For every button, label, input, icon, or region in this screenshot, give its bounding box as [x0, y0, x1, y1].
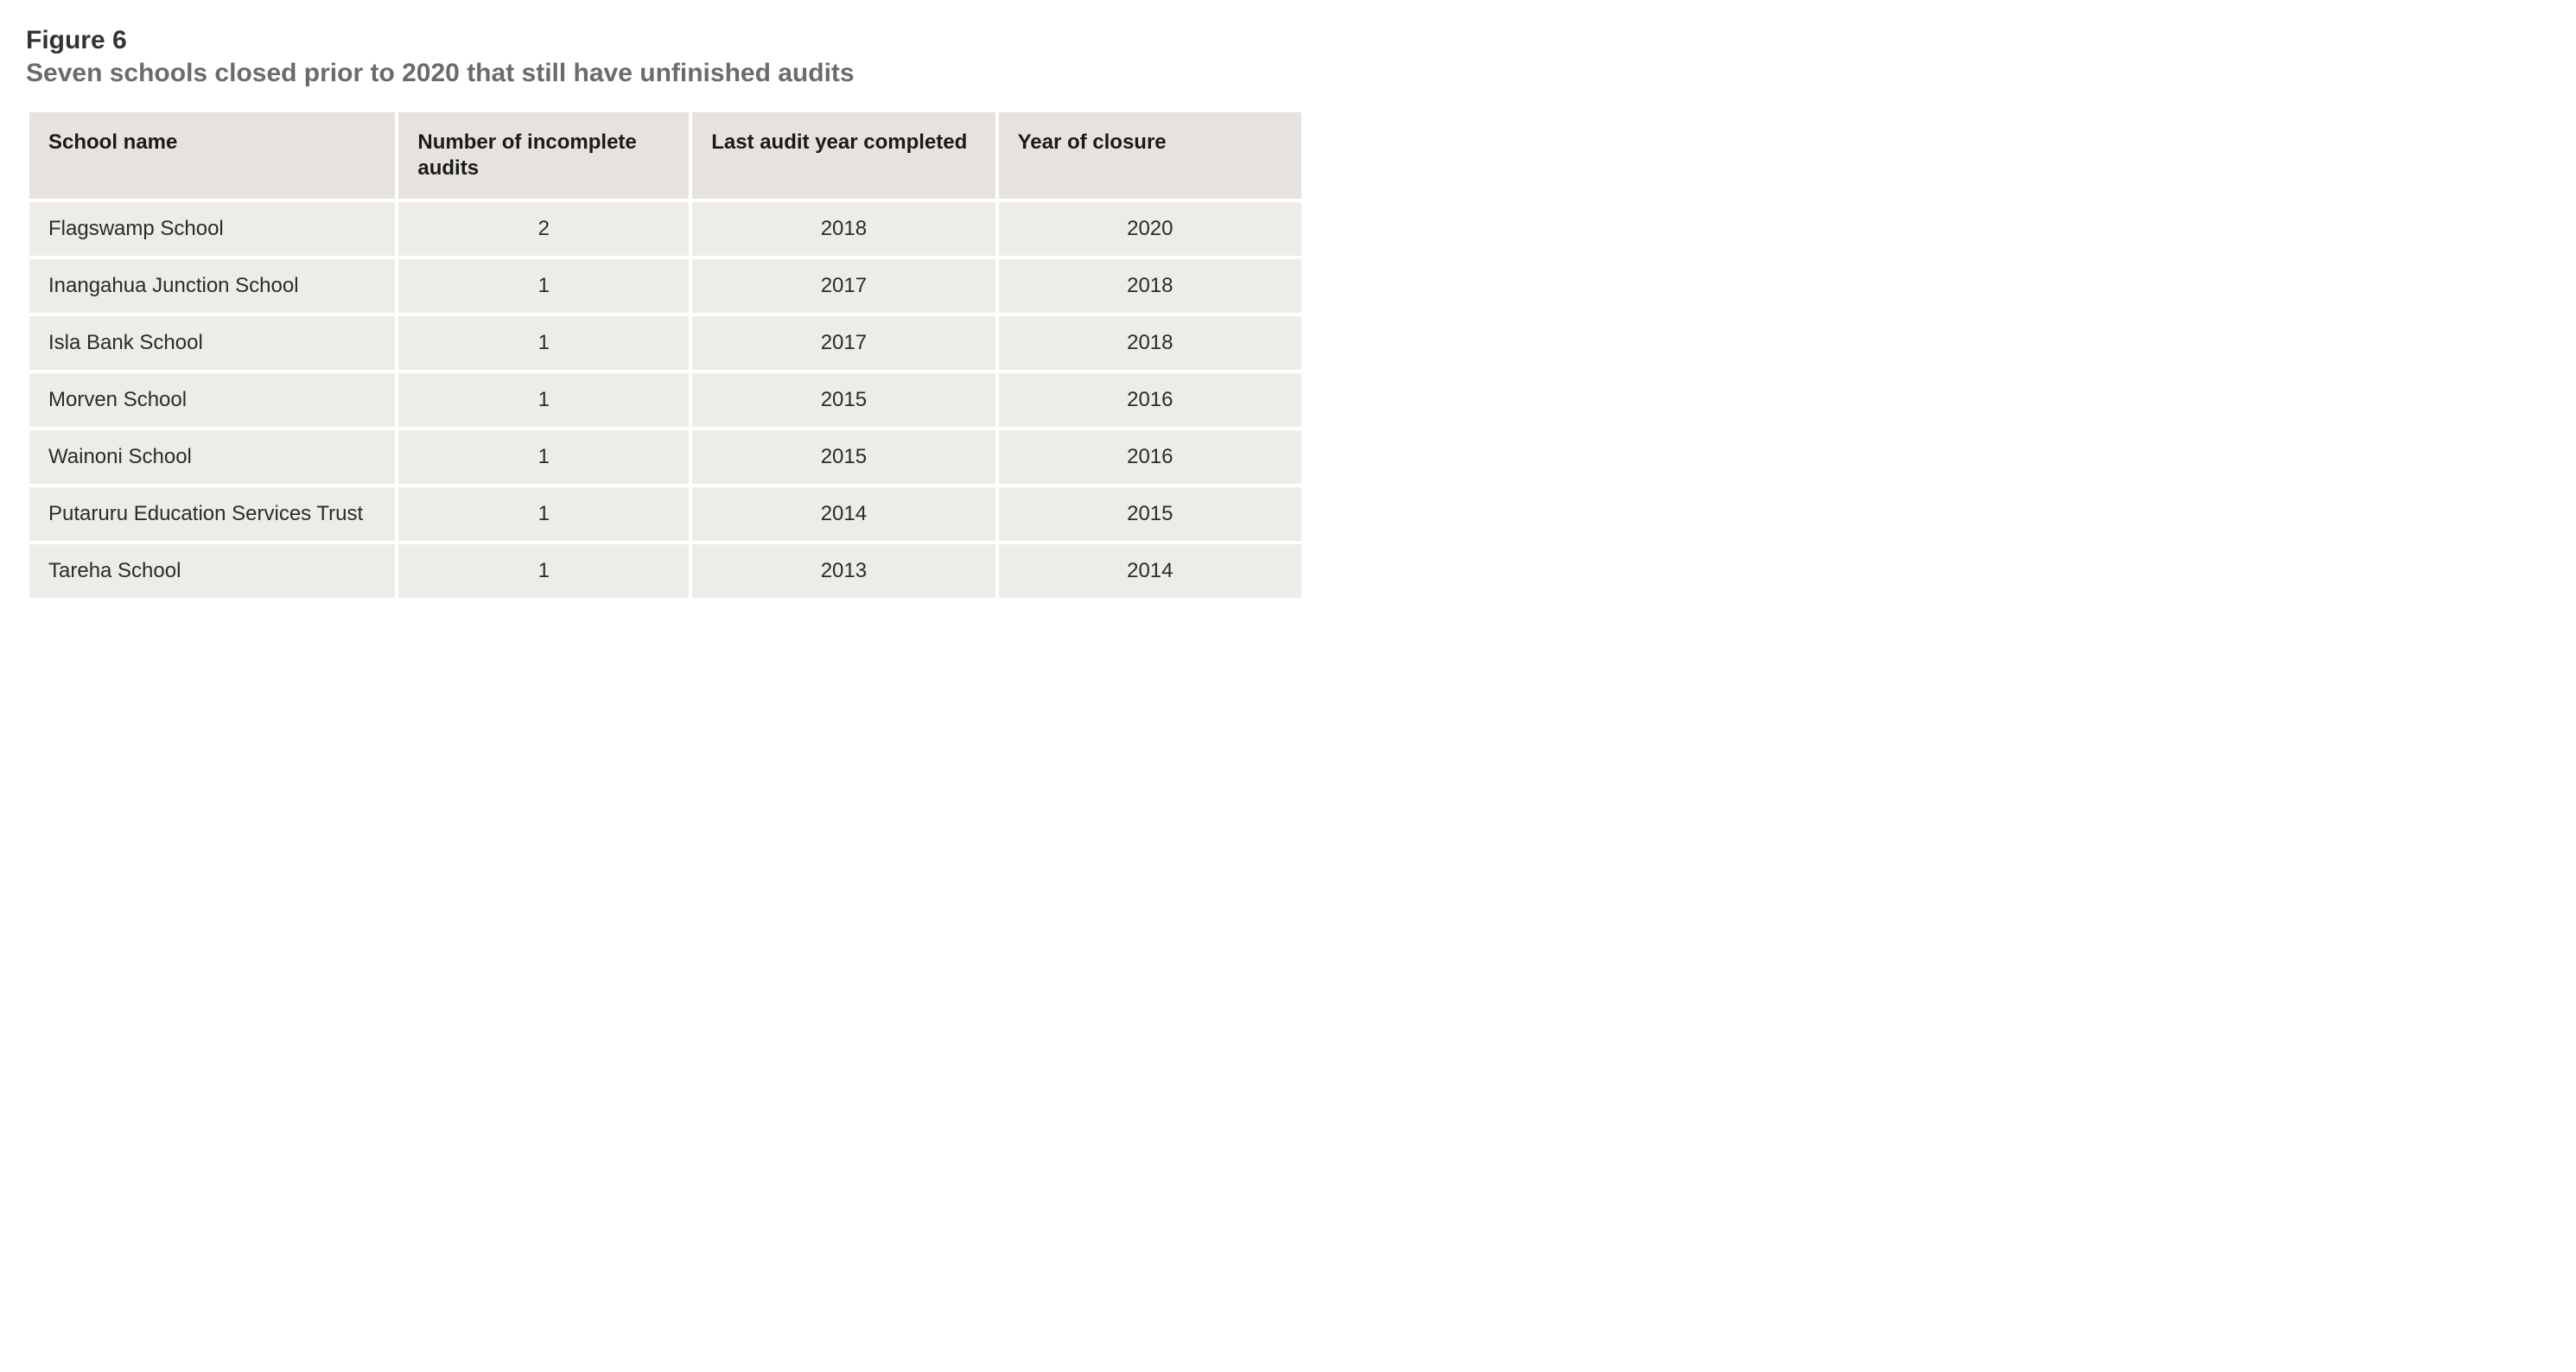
col-header-year-closure: Year of closure: [999, 112, 1301, 199]
table-body: Flagswamp School 2 2018 2020 Inangahua J…: [29, 202, 1301, 598]
cell-incomplete: 1: [398, 487, 689, 541]
table-row: Wainoni School 1 2015 2016: [29, 430, 1301, 484]
table-header-row: School name Number of incomplete audits …: [29, 112, 1301, 199]
table-row: Inangahua Junction School 1 2017 2018: [29, 259, 1301, 313]
cell-closure: 2016: [999, 373, 1301, 427]
cell-incomplete: 1: [398, 316, 689, 370]
cell-closure: 2014: [999, 544, 1301, 598]
cell-last-audit: 2014: [692, 487, 995, 541]
cell-last-audit: 2015: [692, 373, 995, 427]
cell-incomplete: 2: [398, 202, 689, 256]
cell-incomplete: 1: [398, 373, 689, 427]
cell-school-name: Tareha School: [29, 544, 395, 598]
cell-last-audit: 2013: [692, 544, 995, 598]
cell-closure: 2020: [999, 202, 1301, 256]
cell-last-audit: 2017: [692, 259, 995, 313]
cell-school-name: Putaruru Education Services Trust: [29, 487, 395, 541]
cell-closure: 2018: [999, 259, 1301, 313]
cell-last-audit: 2018: [692, 202, 995, 256]
figure-container: Figure 6 Seven schools closed prior to 2…: [26, 26, 1305, 601]
figure-label: Figure 6: [26, 26, 1305, 55]
table-head: School name Number of incomplete audits …: [29, 112, 1301, 199]
cell-incomplete: 1: [398, 544, 689, 598]
cell-incomplete: 1: [398, 430, 689, 484]
col-header-school-name: School name: [29, 112, 395, 199]
table-row: Isla Bank School 1 2017 2018: [29, 316, 1301, 370]
cell-school-name: Flagswamp School: [29, 202, 395, 256]
audits-table: School name Number of incomplete audits …: [26, 109, 1305, 601]
cell-school-name: Inangahua Junction School: [29, 259, 395, 313]
cell-school-name: Morven School: [29, 373, 395, 427]
table-row: Flagswamp School 2 2018 2020: [29, 202, 1301, 256]
col-header-incomplete-audits: Number of incomplete audits: [398, 112, 689, 199]
cell-incomplete: 1: [398, 259, 689, 313]
table-row: Morven School 1 2015 2016: [29, 373, 1301, 427]
cell-school-name: Isla Bank School: [29, 316, 395, 370]
cell-closure: 2016: [999, 430, 1301, 484]
col-header-last-audit-year: Last audit year completed: [692, 112, 995, 199]
figure-title: Seven schools closed prior to 2020 that …: [26, 59, 1305, 88]
table-row: Putaruru Education Services Trust 1 2014…: [29, 487, 1301, 541]
cell-closure: 2018: [999, 316, 1301, 370]
cell-last-audit: 2015: [692, 430, 995, 484]
cell-last-audit: 2017: [692, 316, 995, 370]
cell-school-name: Wainoni School: [29, 430, 395, 484]
cell-closure: 2015: [999, 487, 1301, 541]
table-row: Tareha School 1 2013 2014: [29, 544, 1301, 598]
